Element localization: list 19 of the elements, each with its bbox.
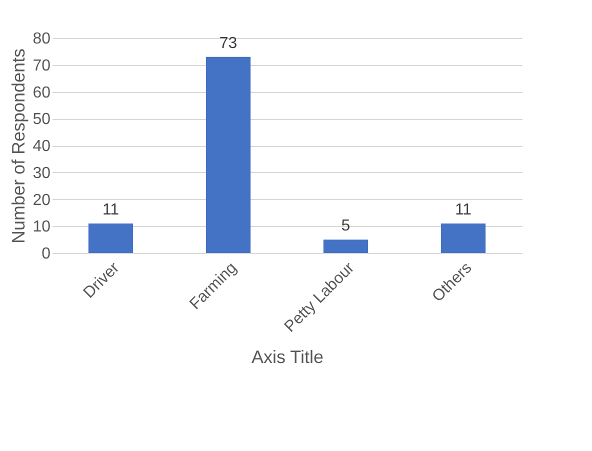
y-tick-label: 70 (32, 57, 51, 74)
y-tick-label: 50 (32, 111, 51, 128)
y-tick-label: 60 (32, 84, 51, 102)
y-tick-label: 0 (42, 246, 51, 262)
y-tick-label: 80 (32, 30, 51, 48)
data-label: 73 (219, 34, 238, 52)
data-label: 11 (102, 201, 120, 218)
y-tick-label: 10 (32, 218, 51, 236)
bar (206, 56, 251, 253)
bar (88, 223, 134, 253)
y-axis-title: Number of Respondents (8, 48, 29, 244)
x-axis-title: Axis Title (251, 346, 324, 367)
y-tick-label: 30 (32, 164, 51, 182)
bar (323, 240, 368, 253)
y-tick-label: 20 (32, 192, 51, 209)
data-label: 11 (454, 201, 472, 218)
y-tick-label: 40 (32, 138, 51, 155)
bar (440, 223, 486, 253)
data-label: 5 (341, 218, 350, 235)
